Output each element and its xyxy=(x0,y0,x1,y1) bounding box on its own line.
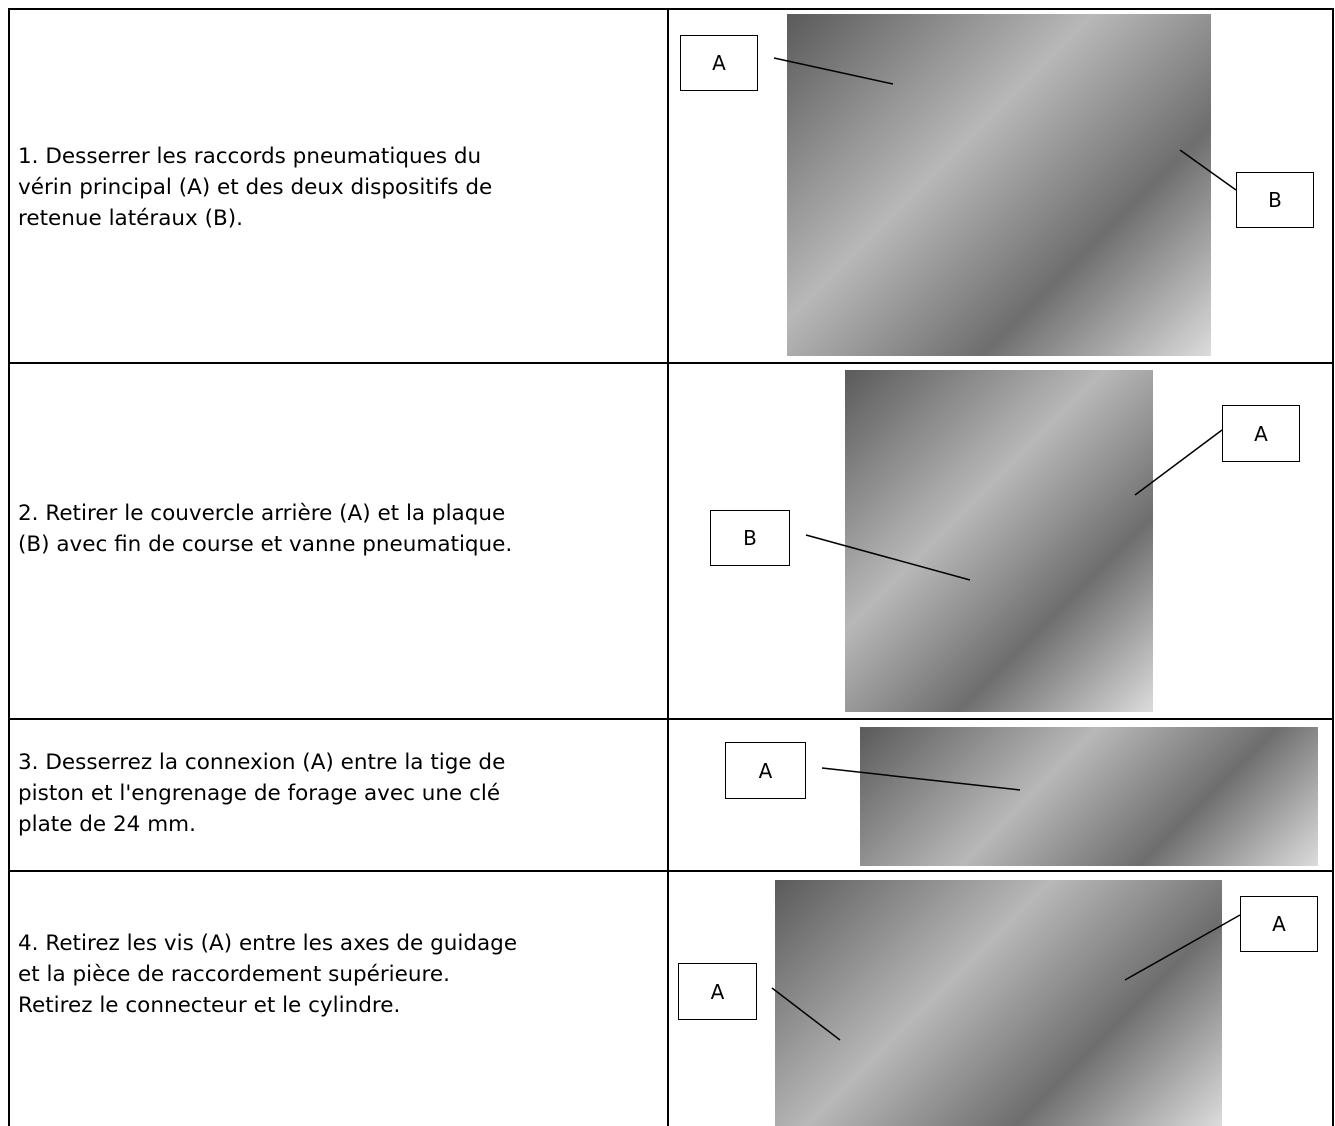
paragraph: 2. Retirer le couvercle arrière (A) et l… xyxy=(18,501,513,557)
table-border xyxy=(8,362,1334,364)
paragraph: 3. Desserrez la connexion (A) entre la t… xyxy=(18,750,506,837)
photo xyxy=(860,727,1318,866)
step-text: 2. Retirer le couvercle arrière (A) et l… xyxy=(18,498,538,560)
paragraph: 1. Desserrer les raccords pneumatiques d… xyxy=(18,144,493,231)
step-text: 4. Retirez les vis (A) entre les axes de… xyxy=(18,928,538,1021)
table-border xyxy=(8,718,1334,720)
callout-label: A xyxy=(680,35,758,91)
table-border xyxy=(667,8,669,1126)
step-text: 1. Desserrer les raccords pneumatiques d… xyxy=(18,141,538,234)
table-border xyxy=(8,8,10,1126)
callout-label: A xyxy=(1240,896,1318,952)
callout-label: A xyxy=(725,742,806,799)
photo xyxy=(845,370,1153,712)
callout-label: A xyxy=(678,963,757,1020)
paragraph: 4. Retirez les vis (A) entre les axes de… xyxy=(18,931,518,987)
table-border xyxy=(8,8,1334,10)
callout-label: B xyxy=(1236,172,1314,228)
callout-label: B xyxy=(710,510,790,566)
callout-label: A xyxy=(1222,405,1300,462)
photo xyxy=(787,14,1211,356)
table-border xyxy=(1332,8,1334,1126)
photo xyxy=(775,880,1222,1126)
step-text: 3. Desserrez la connexion (A) entre la t… xyxy=(18,747,538,840)
table-border xyxy=(8,870,1334,872)
paragraph: Retirez le connecteur et le cylindre. xyxy=(18,993,401,1018)
